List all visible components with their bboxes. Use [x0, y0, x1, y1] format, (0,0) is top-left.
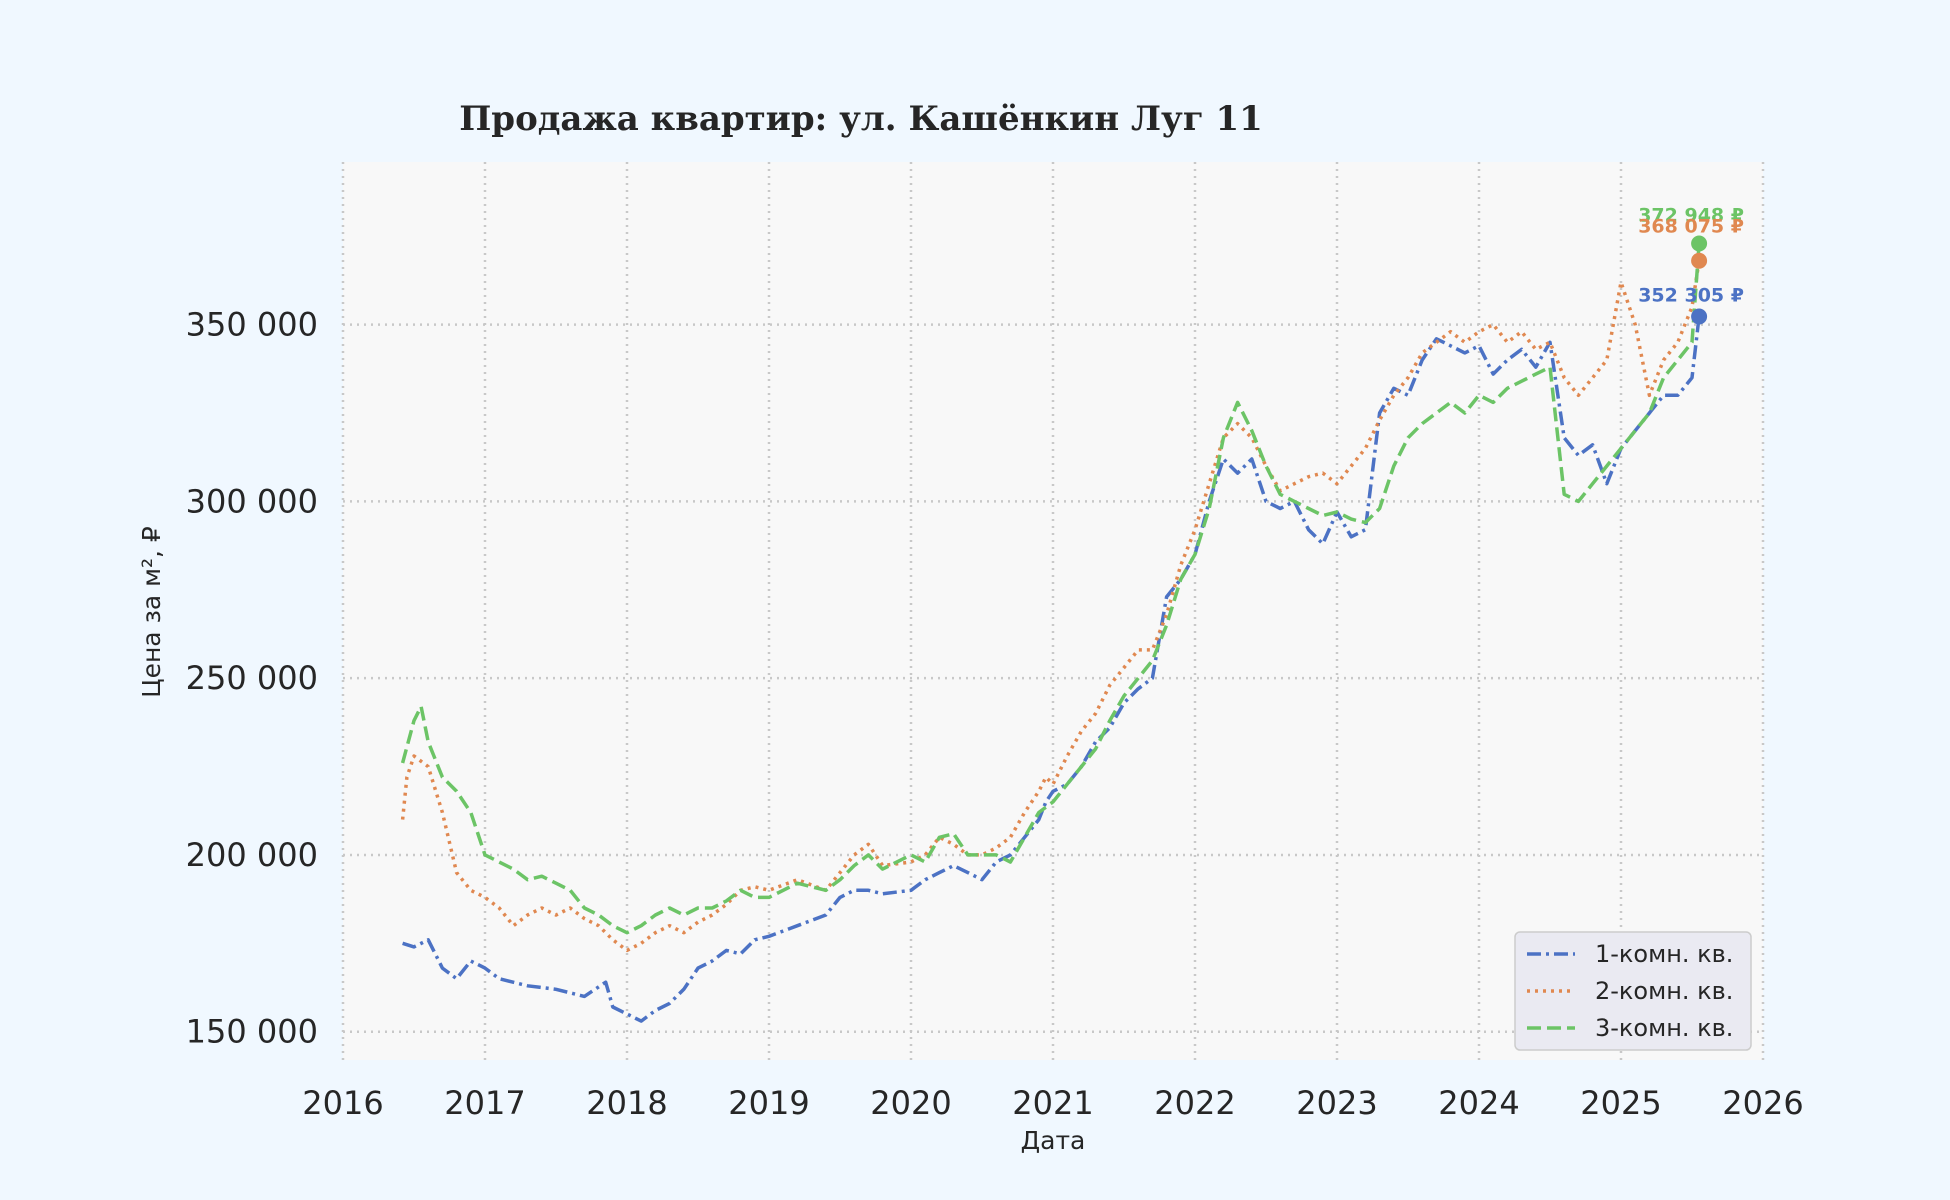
x-axis-label: Дата [1021, 1126, 1086, 1155]
x-tick-label: 2019 [728, 1084, 809, 1122]
legend-entry-label: 3-комн. кв. [1595, 1014, 1733, 1042]
y-tick-label: 150 000 [186, 1013, 318, 1051]
series-lines [400, 243, 1701, 1023]
end-point-marker [1691, 308, 1708, 325]
end-point-marker [1691, 235, 1708, 252]
end-point-marker [1691, 252, 1708, 269]
x-tick-label: 2018 [586, 1084, 667, 1122]
x-tick-label: 2021 [1012, 1084, 1093, 1122]
x-tick-label: 2023 [1296, 1084, 1377, 1122]
x-tick-label: 2025 [1580, 1084, 1661, 1122]
x-tick-label: 2024 [1438, 1084, 1519, 1122]
legend: 1-комн. кв. 2-комн. кв. 3-комн. кв. [1514, 931, 1752, 1051]
end-value-label: 372 948 ₽ [1638, 204, 1744, 226]
series-line-2 [400, 260, 1701, 953]
end-value-label: 352 305 ₽ [1638, 284, 1744, 306]
end-value-label: 368 075 ₽ [1638, 216, 1744, 238]
grid-lines [341, 162, 1765, 1060]
end-markers: 372 948 ₽368 075 ₽ 352 305 ₽ [1638, 204, 1744, 325]
x-tick-label: 2016 [302, 1084, 383, 1122]
x-tick-label: 2017 [444, 1084, 525, 1122]
y-axis-label: Цена за м², ₽ [137, 526, 166, 698]
y-tick-label: 300 000 [186, 482, 318, 520]
legend-entry-label: 1-комн. кв. [1595, 940, 1733, 968]
x-tick-label: 2026 [1722, 1084, 1803, 1122]
series-line-3 [400, 243, 1701, 935]
series-line-1 [402, 316, 1701, 1023]
chart-title: Продажа квартир: ул. Кашёнкин Луг 11 [459, 99, 1263, 139]
legend-box [1514, 931, 1752, 1051]
y-tick-label: 200 000 [186, 836, 318, 874]
x-axis-ticks: 2016 2017 2018 2019 2020 2021 2022 2023 2024 2025… [302, 1084, 1803, 1122]
y-tick-label: 250 000 [186, 659, 318, 697]
x-tick-label: 2022 [1154, 1084, 1235, 1122]
x-tick-label: 2020 [870, 1084, 951, 1122]
y-tick-label: 350 000 [186, 306, 318, 344]
legend-entry-label: 2-комн. кв. [1595, 977, 1733, 1005]
y-axis-ticks: 150 000 200 000 250 000 300 000 350 000 [186, 306, 318, 1051]
